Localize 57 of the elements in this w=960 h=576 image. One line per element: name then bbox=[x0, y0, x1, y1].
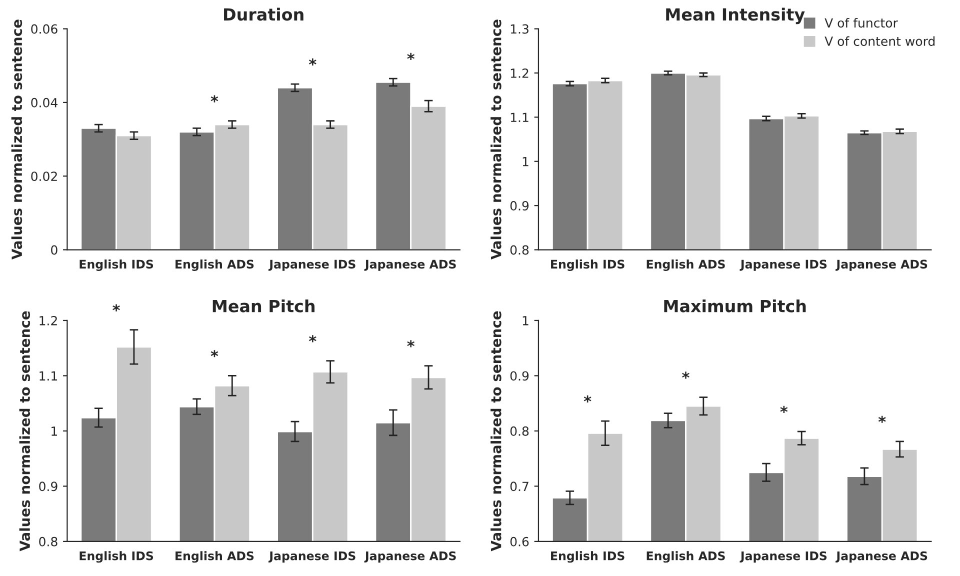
y-tick-label: 0.04 bbox=[31, 98, 58, 108]
x-tick-label: English ADS bbox=[646, 259, 725, 272]
y-tick-label: 0 bbox=[51, 245, 58, 255]
x-tick-label: Japanese IDS bbox=[268, 551, 356, 563]
x-tick-label: Japanese IDS bbox=[740, 260, 827, 271]
annotation: * bbox=[308, 58, 316, 66]
y-axis-title: Values normalized to sentence bbox=[11, 20, 22, 260]
y-tick-label: 1.2 bbox=[510, 68, 528, 78]
y-tick-label: 0.02 bbox=[31, 172, 57, 182]
x-tick-label: English IDS bbox=[551, 551, 624, 563]
legend-label: V of functor bbox=[824, 18, 898, 28]
annotation: * bbox=[407, 52, 415, 60]
y-tick-label: 0.9 bbox=[510, 201, 529, 210]
annotation: * bbox=[112, 304, 120, 312]
y-tick-label: 1.2 bbox=[40, 316, 57, 326]
annotation: * bbox=[407, 340, 415, 348]
y-tick-label: 1 bbox=[522, 157, 528, 166]
x-tick-label: English ADS bbox=[176, 259, 254, 272]
legend-label: V of content word bbox=[824, 36, 935, 46]
x-tick-label: Japanese ADS bbox=[364, 260, 456, 271]
annotation: * bbox=[210, 350, 218, 358]
annotation: * bbox=[780, 406, 788, 413]
annotation: * bbox=[584, 395, 592, 402]
annotation: * bbox=[210, 95, 218, 102]
y-tick-label: 0.7 bbox=[510, 482, 528, 492]
chart-title: Maximum Pitch bbox=[664, 299, 806, 312]
y-tick-label: 1 bbox=[52, 426, 58, 436]
x-tick-label: Japanese ADS bbox=[836, 260, 928, 271]
y-axis-title: Values normalized to sentence bbox=[490, 20, 502, 260]
x-tick-label: English ADS bbox=[176, 551, 254, 563]
y-tick-label: 1 bbox=[522, 316, 528, 326]
y-tick-label: 0.8 bbox=[510, 426, 529, 436]
x-tick-label: English IDS bbox=[80, 259, 154, 272]
y-tick-label: 0.9 bbox=[39, 482, 58, 492]
annotation: * bbox=[878, 416, 886, 423]
x-tick-label: English IDS bbox=[80, 551, 154, 563]
annotation: * bbox=[682, 372, 690, 379]
y-tick-label: 1.3 bbox=[510, 24, 528, 34]
chart-title: Mean Intensity bbox=[666, 8, 805, 24]
x-tick-label: Japanese ADS bbox=[364, 551, 456, 563]
chart-title: Duration bbox=[224, 8, 304, 21]
y-axis-title: Values normalized to sentence bbox=[490, 311, 502, 552]
y-tick-label: 0.9 bbox=[510, 371, 529, 381]
x-tick-label: Japanese IDS bbox=[268, 260, 356, 271]
y-tick-label: 1.1 bbox=[40, 371, 58, 380]
y-tick-label: 1.1 bbox=[510, 112, 528, 122]
annotation: * bbox=[308, 335, 316, 342]
x-tick-label: English ADS bbox=[646, 551, 725, 563]
y-axis-title: Values normalized to sentence bbox=[19, 311, 30, 552]
x-tick-label: Japanese ADS bbox=[836, 551, 928, 563]
y-tick-label: 0.6 bbox=[510, 536, 529, 546]
x-tick-label: English IDS bbox=[551, 259, 624, 272]
chart-title: Mean Pitch bbox=[212, 299, 314, 312]
x-tick-label: Japanese IDS bbox=[740, 551, 827, 563]
y-tick-label: 0.8 bbox=[39, 536, 58, 546]
y-tick-label: 0.06 bbox=[31, 24, 58, 34]
y-tick-label: 0.8 bbox=[510, 245, 529, 255]
